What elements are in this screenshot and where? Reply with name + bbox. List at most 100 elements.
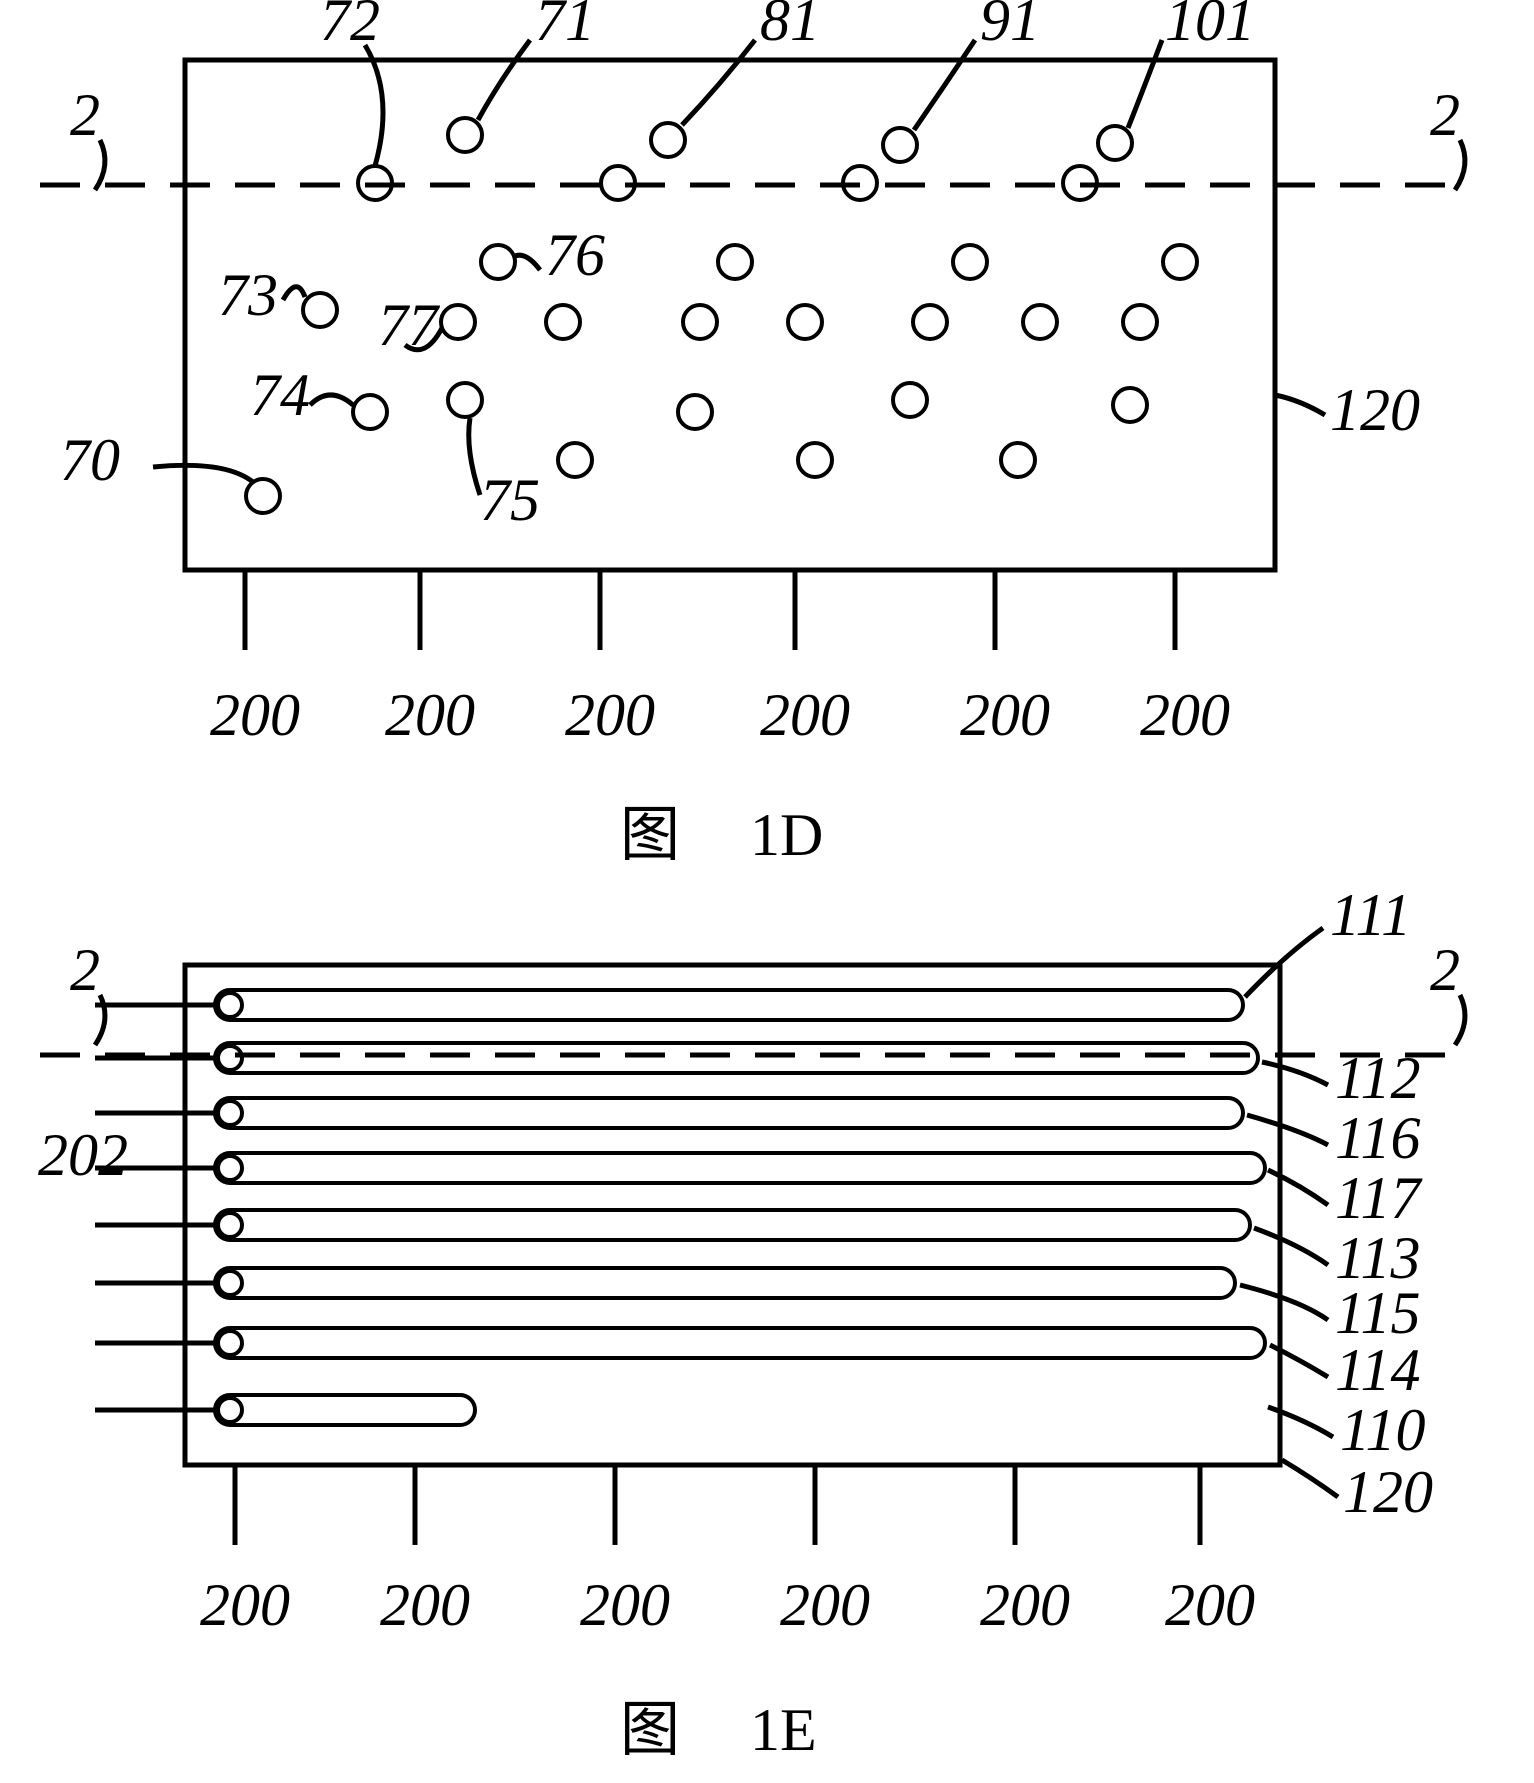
callout-label-d: 91 bbox=[980, 0, 1040, 53]
axis-label-d: 200 bbox=[385, 682, 475, 748]
axis-label-e: 200 bbox=[200, 1572, 290, 1638]
slot-end-e bbox=[218, 1156, 242, 1180]
caption-e-num: 1E bbox=[750, 1697, 817, 1763]
callout-label-d: 70 bbox=[60, 427, 120, 493]
callout-label-e: 111 bbox=[1330, 882, 1411, 948]
hole-d bbox=[303, 293, 337, 327]
leader-d bbox=[682, 40, 755, 125]
hole-d bbox=[913, 305, 947, 339]
axis-label-e: 200 bbox=[980, 1572, 1070, 1638]
slot-e bbox=[215, 1210, 1250, 1240]
callout-label-e: 117 bbox=[1335, 1165, 1424, 1231]
callout-label-d: 77 bbox=[378, 292, 441, 358]
callout-label-d: 71 bbox=[535, 0, 595, 53]
callout-label-e: 112 bbox=[1335, 1045, 1421, 1111]
callout-label-e: 116 bbox=[1335, 1105, 1421, 1171]
hole-d bbox=[1163, 245, 1197, 279]
slot-end-e bbox=[218, 1046, 242, 1070]
leader-e bbox=[1254, 1228, 1328, 1265]
hole-d bbox=[1098, 126, 1132, 160]
leader-d bbox=[469, 418, 480, 495]
hole-d bbox=[1001, 443, 1035, 477]
hole-d bbox=[558, 443, 592, 477]
axis-label-d: 200 bbox=[760, 682, 850, 748]
slot-e bbox=[215, 990, 1243, 1020]
leader-e bbox=[1268, 1170, 1328, 1205]
callout-label-d: 2 bbox=[1430, 82, 1460, 148]
leader-e bbox=[1240, 1285, 1328, 1320]
callout-label-e: 2 bbox=[1430, 937, 1460, 1003]
callout-label-d: 120 bbox=[1330, 377, 1420, 443]
hole-d bbox=[481, 245, 515, 279]
axis-label-d: 200 bbox=[960, 682, 1050, 748]
slot-e bbox=[215, 1395, 475, 1425]
callout-label-d: 73 bbox=[218, 262, 278, 328]
caption-d-cn: 图 bbox=[620, 802, 680, 868]
callout-label-e: 110 bbox=[1340, 1397, 1426, 1463]
callout-label-e: 114 bbox=[1335, 1337, 1421, 1403]
hole-d bbox=[1123, 305, 1157, 339]
slot-e bbox=[215, 1098, 1243, 1128]
hole-d bbox=[883, 128, 917, 162]
hole-d bbox=[1113, 388, 1147, 422]
slot-end-e bbox=[218, 1101, 242, 1125]
hole-d bbox=[448, 383, 482, 417]
callout-label-d: 75 bbox=[480, 467, 540, 533]
hole-d bbox=[353, 395, 387, 429]
slot-e bbox=[215, 1268, 1235, 1298]
fig-e-box bbox=[185, 965, 1280, 1465]
axis-label-d: 200 bbox=[565, 682, 655, 748]
caption-e-cn: 图 bbox=[620, 1697, 680, 1763]
slot-end-e bbox=[218, 1331, 242, 1355]
leader-d bbox=[365, 45, 383, 166]
slot-e bbox=[215, 1043, 1258, 1073]
callout-label-d: 2 bbox=[70, 82, 100, 148]
callout-label-d: 72 bbox=[320, 0, 380, 53]
fig-d-box bbox=[185, 60, 1275, 570]
hole-d bbox=[546, 305, 580, 339]
leader-e bbox=[1247, 1115, 1328, 1145]
leader-d bbox=[1128, 40, 1162, 128]
axis-label-e: 200 bbox=[1165, 1572, 1255, 1638]
leader-d bbox=[914, 40, 975, 130]
hole-d bbox=[441, 305, 475, 339]
hole-d bbox=[448, 118, 482, 152]
caption-d-num: 1D bbox=[750, 802, 823, 868]
leader-d bbox=[1275, 395, 1325, 415]
hole-d bbox=[718, 245, 752, 279]
leader-d bbox=[513, 255, 540, 270]
callout-label-d: 101 bbox=[1165, 0, 1255, 53]
callout-label-d: 81 bbox=[760, 0, 820, 53]
leader-e bbox=[1282, 1460, 1338, 1497]
callout-label-d: 76 bbox=[545, 222, 605, 288]
hole-d bbox=[893, 383, 927, 417]
hole-d bbox=[651, 123, 685, 157]
hole-d bbox=[788, 305, 822, 339]
callout-label-e: 2 bbox=[70, 937, 100, 1003]
hole-d bbox=[953, 245, 987, 279]
slot-end-e bbox=[218, 1271, 242, 1295]
slot-e bbox=[215, 1328, 1265, 1358]
leader-d bbox=[153, 465, 253, 482]
leader-e bbox=[1262, 1062, 1328, 1085]
axis-label-e: 200 bbox=[580, 1572, 670, 1638]
slot-e bbox=[215, 1153, 1265, 1183]
leader-d bbox=[478, 40, 530, 120]
axis-label-e: 200 bbox=[780, 1572, 870, 1638]
hole-d bbox=[678, 395, 712, 429]
leader-d bbox=[310, 395, 353, 405]
hole-d bbox=[798, 443, 832, 477]
callout-label-d: 74 bbox=[250, 362, 310, 428]
slot-end-e bbox=[218, 1213, 242, 1237]
slot-end-e bbox=[218, 993, 242, 1017]
leader-d bbox=[283, 287, 305, 300]
axis-label-d: 200 bbox=[210, 682, 300, 748]
hole-d bbox=[246, 479, 280, 513]
callout-label-e: 120 bbox=[1343, 1459, 1433, 1525]
callout-label-e: 202 bbox=[38, 1122, 128, 1188]
hole-d bbox=[1023, 305, 1057, 339]
axis-label-e: 200 bbox=[380, 1572, 470, 1638]
hole-d bbox=[683, 305, 717, 339]
slot-end-e bbox=[218, 1398, 242, 1422]
axis-label-d: 200 bbox=[1140, 682, 1230, 748]
